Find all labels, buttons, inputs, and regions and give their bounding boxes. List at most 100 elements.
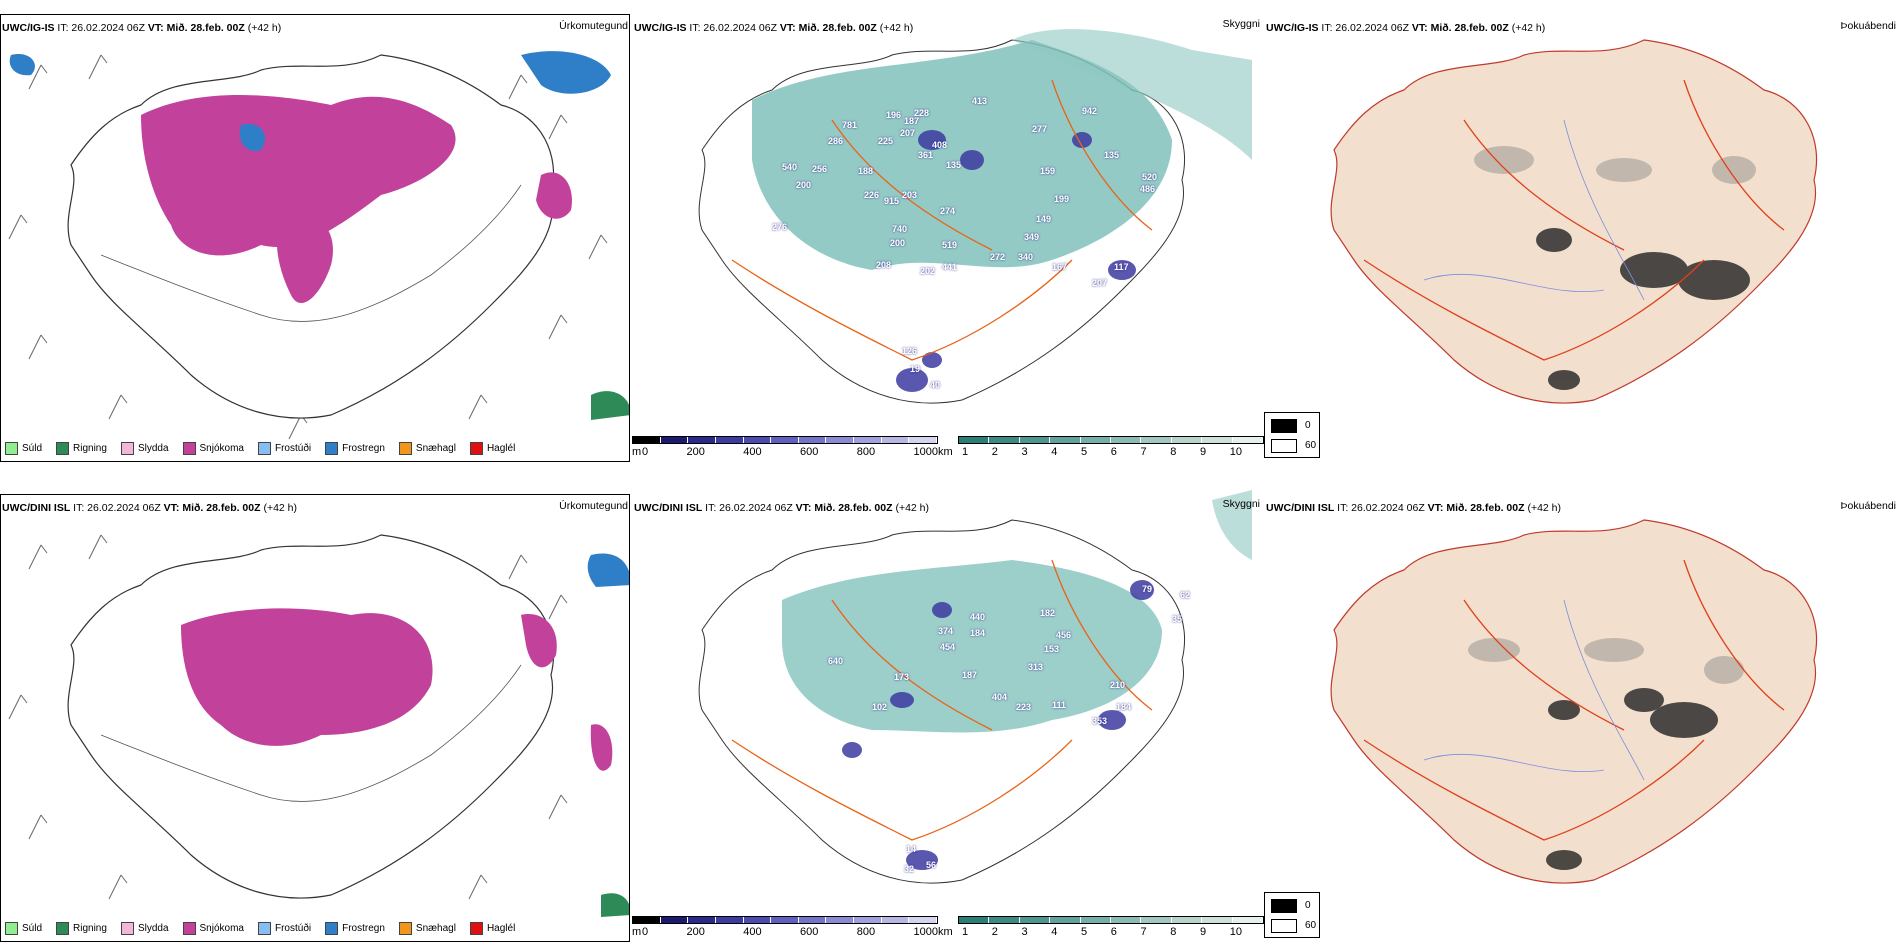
visibility-label: 62 [1180,590,1191,600]
visibility-label: 111 [1052,700,1067,710]
visibility-label: 14 [906,844,917,854]
fog-key-label: 60 [1305,920,1317,931]
visibility-label: 413 [972,96,988,106]
tick-label: 9 [1200,446,1207,458]
fog-key-swatch-low [1271,899,1297,913]
tick-label: 600 [800,926,819,938]
tick-label: 800 [856,926,876,938]
visibility-label: 256 [812,164,828,174]
visibility-label: 102 [872,702,888,712]
visibility-label: 286 [828,136,844,146]
rain-areas [601,893,629,917]
visibility-label: 203 [902,190,918,200]
panel-title: UWC/IG-IS IT: 26.02.2024 06Z VT: Mið. 28… [2,22,282,34]
visibility-label: 441 [942,262,958,272]
tick-label: 9 [1200,926,1207,938]
colorbar-unit: m [632,926,642,938]
tick-label: 3 [1021,446,1028,458]
visibility-label: 32 [904,864,915,874]
road-network [731,79,1153,361]
legend-item-rigning: Rigning [56,922,107,935]
cloud-base-colorbar [632,916,938,924]
frost-rain-areas [9,51,611,151]
colorbar-unit: m [632,446,642,458]
visibility-label: 225 [878,136,894,146]
visibility-label: 440 [970,612,986,622]
tick-label: 6 [1110,926,1117,938]
fog-key-label: 0 [1305,900,1311,911]
visibility-label: 200 [890,238,906,248]
visibility-label: 199 [1054,194,1070,204]
panel-title: UWC/DINI ISL IT: 26.02.2024 06Z VT: Mið.… [1266,502,1562,514]
iceland-visibility-map [698,29,1252,404]
visibility-label: 200 [796,180,812,190]
panel-field-name: Þokuábendi [1840,20,1896,32]
colorbar-unit: km [938,446,953,458]
visibility-label: 35 [1172,614,1183,624]
visibility-label: 19 [910,364,921,374]
colorbar-ticks: 0 200 400 600 800 1000 [642,926,938,938]
visibility-label: 149 [1036,214,1052,224]
visibility-label: 173 [894,672,910,682]
tick-label: 3 [1021,926,1028,938]
visibility-label: 519 [942,240,958,250]
visibility-label: 361 [918,150,934,160]
colorbar-ticks: 1 2 3 4 5 6 7 8 9 10 [962,926,1242,938]
panel-field-name: Úrkomutegund [559,20,628,32]
visibility-label: 942 [1082,106,1098,116]
visibility-label: 126 [902,346,918,356]
tick-label: 7 [1140,446,1147,458]
visibility-label: 135 [946,160,962,170]
visibility-label: 187 [962,670,978,680]
precip-type-legend: Súld Rigning Slydda Snjókoma Frostúði Fr… [5,922,515,935]
tick-label: 200 [686,446,705,458]
visibility-label: 540 [782,162,798,172]
tick-label: 8 [1170,926,1177,938]
visibility-label: 228 [914,108,930,118]
visibility-label: 202 [920,266,936,276]
visibility-label: 207 [900,128,916,138]
tick-label: 0 [642,446,649,458]
low-cloud-area [782,560,1162,733]
tick-label: 6 [1110,446,1117,458]
road-network [100,184,522,322]
road-network [100,664,522,802]
visibility-label: 226 [864,190,880,200]
fog-key-label: 0 [1305,420,1311,431]
fog-key-swatch-low [1271,419,1297,433]
panel-field-name: Skyggni [1222,18,1260,30]
road-network [1363,79,1785,361]
tick-label: 400 [743,446,762,458]
fog-indicator-panel-top: UWC/IG-IS IT: 26.02.2024 06Z VT: Mið. 28… [1264,0,1900,460]
legend-item-snjokoma: Snjókoma [182,442,244,455]
colorbar-ticks: 1 2 3 4 5 6 7 8 9 10 [962,446,1242,458]
visibility-label: 353 [1092,716,1108,726]
map-frame: Súld Rigning Slydda Snjókoma Frostúði Fr… [0,494,630,942]
precip-type-panel-top: Súld Rigning Slydda Snjókoma Frostúði Fr… [0,0,632,462]
low-visibility-spots [842,580,1154,870]
visibility-colorbar [958,916,1264,924]
iceland-fog-map [1330,39,1818,404]
river-network [1423,119,1645,301]
visibility-label: 159 [1040,166,1056,176]
low-visibility-spots [896,130,1136,392]
visibility-label: 117 [1114,262,1129,272]
legend-item-haglel: Haglél [469,922,515,935]
visibility-label: 313 [1028,662,1044,672]
panel-title: UWC/DINI ISL IT: 26.02.2024 06Z VT: Mið.… [634,502,930,514]
visibility-label: 456 [1056,630,1072,640]
bottom-row: Súld Rigning Slydda Snjókoma Frostúði Fr… [0,480,1900,942]
legend-item-frostregn: Frostregn [325,442,385,455]
visibility-label: 167 [1052,262,1068,272]
fog-areas [1468,638,1744,684]
tick-label: 7 [1140,926,1147,938]
legend-item-suld: Súld [5,922,42,935]
tick-label: 1000 [913,446,938,458]
legend-item-rigning: Rigning [56,442,107,455]
visibility-label: 374 [938,626,954,636]
snowfall-areas [141,95,572,304]
river-network [1423,599,1645,781]
visibility-label: 223 [1016,702,1032,712]
visibility-label: 187 [904,116,920,126]
visibility-label: 56 [926,860,937,870]
